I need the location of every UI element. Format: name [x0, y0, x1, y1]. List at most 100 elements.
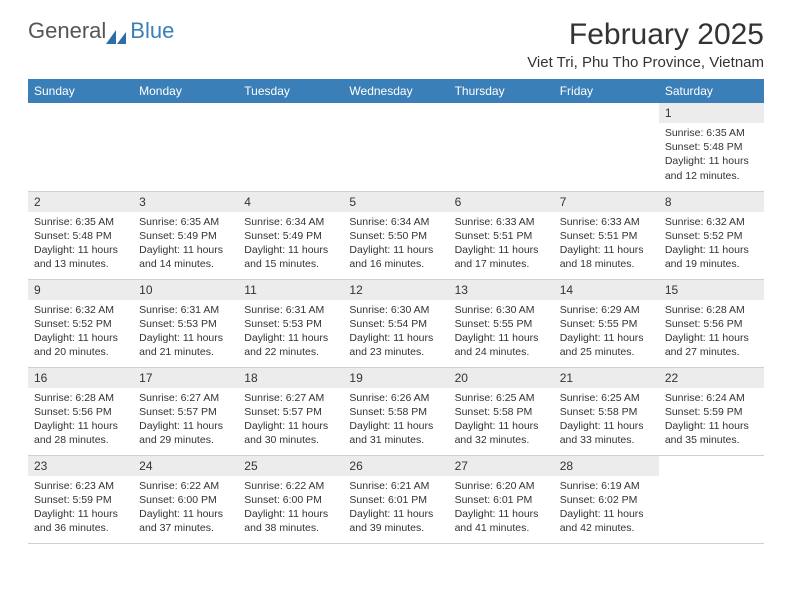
day-details: Sunrise: 6:32 AMSunset: 5:52 PMDaylight:… — [659, 212, 764, 276]
day-cell: 14Sunrise: 6:29 AMSunset: 5:55 PMDayligh… — [554, 279, 659, 367]
weekday-header: Friday — [554, 79, 659, 103]
daylight: Daylight: 11 hours and 22 minutes. — [244, 331, 337, 359]
day-details: Sunrise: 6:28 AMSunset: 5:56 PMDaylight:… — [659, 300, 764, 364]
weekday-header: Tuesday — [238, 79, 343, 103]
day-details: Sunrise: 6:25 AMSunset: 5:58 PMDaylight:… — [554, 388, 659, 452]
sunrise: Sunrise: 6:30 AM — [455, 303, 548, 317]
day-details: Sunrise: 6:31 AMSunset: 5:53 PMDaylight:… — [133, 300, 238, 364]
week-row: ......1Sunrise: 6:35 AMSunset: 5:48 PMDa… — [28, 103, 764, 191]
daylight: Daylight: 11 hours and 16 minutes. — [349, 243, 442, 271]
day-details: Sunrise: 6:30 AMSunset: 5:54 PMDaylight:… — [343, 300, 448, 364]
daylight: Daylight: 11 hours and 39 minutes. — [349, 507, 442, 535]
sunrise: Sunrise: 6:34 AM — [349, 215, 442, 229]
daylight: Daylight: 11 hours and 42 minutes. — [560, 507, 653, 535]
sunset: Sunset: 5:51 PM — [455, 229, 548, 243]
day-number: 15 — [659, 280, 764, 300]
sunrise: Sunrise: 6:31 AM — [244, 303, 337, 317]
daylight: Daylight: 11 hours and 31 minutes. — [349, 419, 442, 447]
day-number: 23 — [28, 456, 133, 476]
sunset: Sunset: 5:51 PM — [560, 229, 653, 243]
daylight: Daylight: 11 hours and 17 minutes. — [455, 243, 548, 271]
weekday-header: Wednesday — [343, 79, 448, 103]
day-details: Sunrise: 6:29 AMSunset: 5:55 PMDaylight:… — [554, 300, 659, 364]
sunrise: Sunrise: 6:21 AM — [349, 479, 442, 493]
sunrise: Sunrise: 6:25 AM — [560, 391, 653, 405]
day-cell: 16Sunrise: 6:28 AMSunset: 5:56 PMDayligh… — [28, 367, 133, 455]
sunrise: Sunrise: 6:35 AM — [34, 215, 127, 229]
daylight: Daylight: 11 hours and 23 minutes. — [349, 331, 442, 359]
day-details: Sunrise: 6:25 AMSunset: 5:58 PMDaylight:… — [449, 388, 554, 452]
logo: General Blue — [28, 18, 174, 44]
day-number: 24 — [133, 456, 238, 476]
day-number: 28 — [554, 456, 659, 476]
day-cell: 28Sunrise: 6:19 AMSunset: 6:02 PMDayligh… — [554, 455, 659, 543]
sunset: Sunset: 6:01 PM — [455, 493, 548, 507]
daylight: Daylight: 11 hours and 25 minutes. — [560, 331, 653, 359]
sunset: Sunset: 5:55 PM — [560, 317, 653, 331]
sunset: Sunset: 5:58 PM — [560, 405, 653, 419]
daylight: Daylight: 11 hours and 38 minutes. — [244, 507, 337, 535]
day-cell: 25Sunrise: 6:22 AMSunset: 6:00 PMDayligh… — [238, 455, 343, 543]
sunset: Sunset: 5:57 PM — [139, 405, 232, 419]
day-details: Sunrise: 6:27 AMSunset: 5:57 PMDaylight:… — [238, 388, 343, 452]
sunrise: Sunrise: 6:27 AM — [244, 391, 337, 405]
day-details: Sunrise: 6:24 AMSunset: 5:59 PMDaylight:… — [659, 388, 764, 452]
day-details: Sunrise: 6:35 AMSunset: 5:48 PMDaylight:… — [659, 123, 764, 187]
day-number: 22 — [659, 368, 764, 388]
sunset: Sunset: 5:50 PM — [349, 229, 442, 243]
day-number: 9 — [28, 280, 133, 300]
day-number: 3 — [133, 192, 238, 212]
sunrise: Sunrise: 6:33 AM — [455, 215, 548, 229]
sunset: Sunset: 5:59 PM — [665, 405, 758, 419]
week-row: 16Sunrise: 6:28 AMSunset: 5:56 PMDayligh… — [28, 367, 764, 455]
sunrise: Sunrise: 6:28 AM — [34, 391, 127, 405]
day-number: 6 — [449, 192, 554, 212]
sunrise: Sunrise: 6:32 AM — [34, 303, 127, 317]
week-row: 2Sunrise: 6:35 AMSunset: 5:48 PMDaylight… — [28, 191, 764, 279]
day-number: 17 — [133, 368, 238, 388]
logo-sail-icon — [106, 24, 126, 38]
day-cell: 1Sunrise: 6:35 AMSunset: 5:48 PMDaylight… — [659, 103, 764, 191]
sunset: Sunset: 5:49 PM — [244, 229, 337, 243]
weekday-header: Sunday — [28, 79, 133, 103]
day-cell: 19Sunrise: 6:26 AMSunset: 5:58 PMDayligh… — [343, 367, 448, 455]
day-number: 11 — [238, 280, 343, 300]
day-number: 27 — [449, 456, 554, 476]
day-number: 20 — [449, 368, 554, 388]
day-details: Sunrise: 6:35 AMSunset: 5:48 PMDaylight:… — [28, 212, 133, 276]
sunset: Sunset: 6:00 PM — [244, 493, 337, 507]
day-cell: . — [659, 455, 764, 543]
day-cell: . — [133, 103, 238, 191]
calendar-table: Sunday Monday Tuesday Wednesday Thursday… — [28, 79, 764, 544]
sunrise: Sunrise: 6:27 AM — [139, 391, 232, 405]
calendar-page: General Blue February 2025 Viet Tri, Phu… — [0, 0, 792, 562]
sunrise: Sunrise: 6:31 AM — [139, 303, 232, 317]
sunrise: Sunrise: 6:26 AM — [349, 391, 442, 405]
daylight: Daylight: 11 hours and 37 minutes. — [139, 507, 232, 535]
day-number: 2 — [28, 192, 133, 212]
day-cell: 10Sunrise: 6:31 AMSunset: 5:53 PMDayligh… — [133, 279, 238, 367]
day-details: Sunrise: 6:34 AMSunset: 5:50 PMDaylight:… — [343, 212, 448, 276]
day-cell: 21Sunrise: 6:25 AMSunset: 5:58 PMDayligh… — [554, 367, 659, 455]
day-number: 4 — [238, 192, 343, 212]
sunset: Sunset: 5:52 PM — [665, 229, 758, 243]
sunset: Sunset: 5:58 PM — [455, 405, 548, 419]
logo-text-1: General — [28, 18, 106, 44]
day-cell: 4Sunrise: 6:34 AMSunset: 5:49 PMDaylight… — [238, 191, 343, 279]
day-cell: 24Sunrise: 6:22 AMSunset: 6:00 PMDayligh… — [133, 455, 238, 543]
location: Viet Tri, Phu Tho Province, Vietnam — [527, 54, 764, 71]
daylight: Daylight: 11 hours and 15 minutes. — [244, 243, 337, 271]
day-details: Sunrise: 6:34 AMSunset: 5:49 PMDaylight:… — [238, 212, 343, 276]
sunset: Sunset: 5:54 PM — [349, 317, 442, 331]
day-details: Sunrise: 6:20 AMSunset: 6:01 PMDaylight:… — [449, 476, 554, 540]
sunset: Sunset: 5:55 PM — [455, 317, 548, 331]
day-cell: 27Sunrise: 6:20 AMSunset: 6:01 PMDayligh… — [449, 455, 554, 543]
day-details: Sunrise: 6:35 AMSunset: 5:49 PMDaylight:… — [133, 212, 238, 276]
day-number: 5 — [343, 192, 448, 212]
day-number: 26 — [343, 456, 448, 476]
daylight: Daylight: 11 hours and 41 minutes. — [455, 507, 548, 535]
sunset: Sunset: 5:49 PM — [139, 229, 232, 243]
day-cell: 7Sunrise: 6:33 AMSunset: 5:51 PMDaylight… — [554, 191, 659, 279]
week-row: 23Sunrise: 6:23 AMSunset: 5:59 PMDayligh… — [28, 455, 764, 543]
day-details: Sunrise: 6:30 AMSunset: 5:55 PMDaylight:… — [449, 300, 554, 364]
